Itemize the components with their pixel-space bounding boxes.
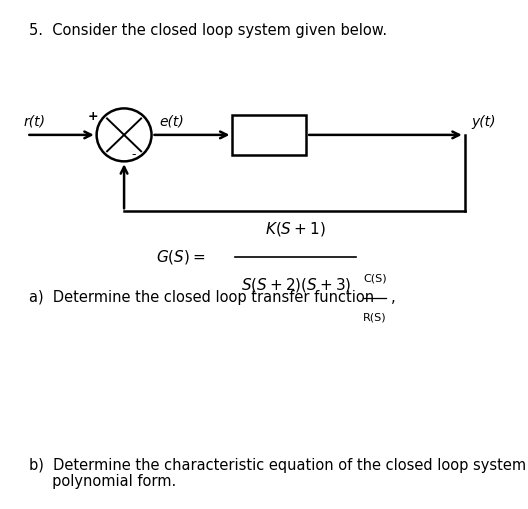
Text: R(S): R(S)	[363, 312, 386, 322]
Text: 5.  Consider the closed loop system given below.: 5. Consider the closed loop system given…	[29, 23, 387, 38]
Text: $S(S+2)(S+3)$: $S(S+2)(S+3)$	[241, 276, 351, 294]
Text: polynomial form.: polynomial form.	[29, 473, 176, 489]
Text: b)  Determine the characteristic equation of the closed loop system and convert : b) Determine the characteristic equation…	[29, 458, 528, 473]
Text: y(t): y(t)	[471, 115, 495, 129]
Text: r(t): r(t)	[24, 115, 46, 129]
Text: a)  Determine the closed loop transfer function: a) Determine the closed loop transfer fu…	[29, 290, 379, 305]
Text: $G(S) =$: $G(S) =$	[156, 248, 205, 266]
Text: C(S): C(S)	[363, 273, 386, 284]
Text: G(S): G(S)	[250, 127, 288, 143]
Text: +: +	[87, 110, 98, 123]
Text: $K(S+1)$: $K(S+1)$	[266, 220, 326, 238]
Text: e(t): e(t)	[159, 115, 184, 129]
Text: ,: ,	[391, 290, 395, 305]
Text: -: -	[131, 148, 136, 161]
FancyBboxPatch shape	[232, 115, 306, 155]
